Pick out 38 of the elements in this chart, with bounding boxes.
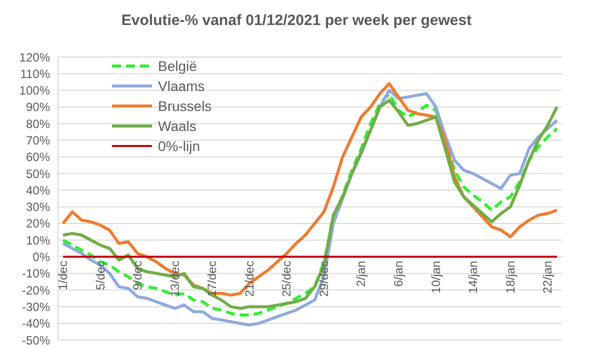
y-tick-label: -50% [22,333,50,348]
x-tick-label: 13/dec [168,260,182,297]
legend-label: Waals [158,118,196,134]
legend-label: Vlaams [158,78,205,94]
x-tick-label: 21/dec [242,260,256,297]
y-tick-label: 20% [26,216,50,231]
x-tick-label: 14/jan [466,260,480,294]
y-tick-label: 110% [20,66,50,81]
x-tick-label: 10/jan [428,260,443,294]
x-tick-label: 2/jan [354,260,368,287]
y-tick-label: 90% [26,100,50,114]
y-tick-label: -40% [22,316,50,331]
y-tick-label: -10% [22,266,50,281]
y-tick-label: -20% [22,283,50,298]
x-tick-label: 25/dec [280,260,294,297]
legend-label: 0%-lijn [158,138,200,154]
y-tick-label: 50% [26,166,50,181]
x-tick-label: 6/jan [392,260,406,287]
x-tick-label: 17/dec [205,260,220,297]
x-tick-label: 22/jan [540,260,555,294]
x-tick-label: 29/dec [316,260,331,297]
y-tick-label: 100% [19,84,50,98]
chart-title: Evolutie-% vanaf 01/12/2021 per week per gewest [120,12,473,29]
y-tick-label: 0% [32,250,50,264]
x-tick-label: 5/dec [93,260,108,290]
legend-label: België [158,58,197,74]
y-tick-label: -30% [22,300,50,314]
y-tick-label: 80% [26,116,50,131]
y-tick-label: 30% [26,200,50,214]
y-tick-label: 10% [26,233,50,248]
x-tick-label: 9/dec [130,260,145,290]
y-tick-label: 120% [19,50,50,64]
x-tick-label: 18/jan [503,260,518,294]
y-tick-label: 70% [26,133,50,148]
x-tick-label: 1/dec [56,260,70,290]
y-tick-label: 40% [26,183,50,198]
legend-label: Brussels [158,98,212,114]
y-tick-label: 60% [26,150,50,164]
